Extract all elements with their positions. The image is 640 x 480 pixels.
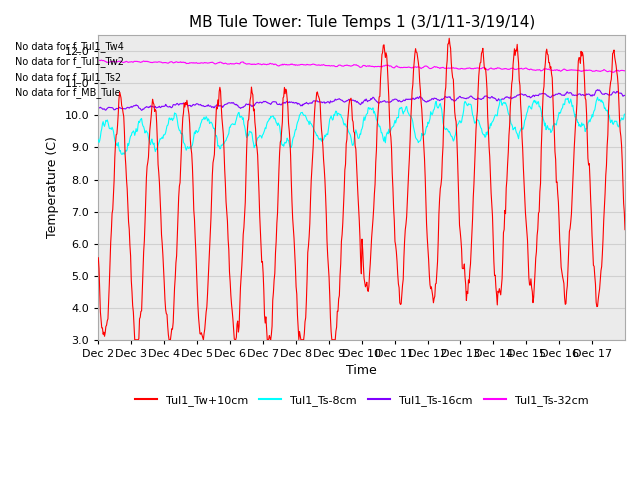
Y-axis label: Temperature (C): Temperature (C) bbox=[46, 137, 59, 239]
Text: No data for f_MB_Tule: No data for f_MB_Tule bbox=[15, 87, 120, 98]
Title: MB Tule Tower: Tule Temps 1 (3/1/11-3/19/14): MB Tule Tower: Tule Temps 1 (3/1/11-3/19… bbox=[189, 15, 535, 30]
X-axis label: Time: Time bbox=[346, 364, 377, 377]
Text: No data for f_Tul1_Ts2: No data for f_Tul1_Ts2 bbox=[15, 72, 121, 83]
Text: No data for f_Tul1_Tw2: No data for f_Tul1_Tw2 bbox=[15, 57, 124, 67]
Legend: Tul1_Tw+10cm, Tul1_Ts-8cm, Tul1_Ts-16cm, Tul1_Ts-32cm: Tul1_Tw+10cm, Tul1_Ts-8cm, Tul1_Ts-16cm,… bbox=[131, 391, 593, 410]
Text: No data for f_Tul1_Tw4: No data for f_Tul1_Tw4 bbox=[15, 41, 124, 52]
